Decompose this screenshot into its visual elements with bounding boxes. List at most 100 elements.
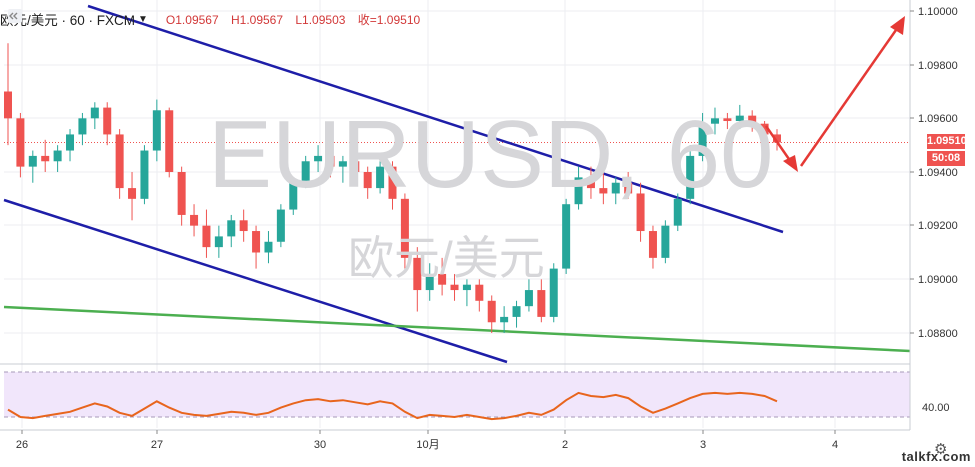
price-tick-label: 1.08800 — [918, 328, 958, 340]
rsi-pane[interactable] — [0, 363, 910, 431]
channel-lower-line[interactable] — [3, 198, 508, 364]
channel-upper-line[interactable] — [87, 4, 784, 234]
candles[interactable] — [4, 43, 781, 333]
candle-body[interactable] — [53, 150, 62, 162]
candle-body[interactable] — [214, 236, 223, 248]
candle-body[interactable] — [264, 241, 273, 253]
time-tick-label: 2 — [562, 439, 568, 451]
trendlines[interactable] — [3, 4, 911, 364]
candle-body[interactable] — [388, 166, 397, 199]
symbol-dropdown-chevron-icon[interactable]: ▼ — [138, 13, 148, 25]
settings-gear-icon[interactable]: ⚙ — [934, 441, 948, 458]
candle-body[interactable] — [90, 107, 99, 119]
down-arrow-shaft — [764, 125, 793, 163]
candle-body[interactable] — [376, 166, 385, 189]
low-value: L1.09503 — [295, 12, 346, 27]
candle-body[interactable] — [276, 209, 285, 242]
candle-body[interactable] — [524, 290, 533, 307]
candle-body[interactable] — [723, 118, 732, 122]
candle-body[interactable] — [673, 198, 682, 226]
candle-body[interactable] — [326, 155, 335, 167]
candle-body[interactable] — [128, 188, 137, 199]
support-line[interactable] — [3, 305, 911, 353]
candle-body[interactable] — [438, 273, 447, 285]
rsi-line[interactable] — [7, 391, 778, 421]
candle-body[interactable] — [773, 134, 781, 143]
candle-body[interactable] — [239, 220, 248, 232]
candle-body[interactable] — [351, 161, 360, 172]
price-tick-label: 1.09200 — [918, 220, 958, 232]
time-axis[interactable]: 26 27 30 10月 2 3 4 — [16, 430, 838, 451]
candle-body[interactable] — [636, 193, 645, 232]
candle-body[interactable] — [450, 284, 459, 291]
candle-body[interactable] — [599, 188, 608, 194]
price-tick-label: 1.09800 — [918, 60, 958, 72]
brand-watermark: talkfx.com — [901, 449, 971, 464]
price-tick-label: 1.10000 — [918, 6, 958, 18]
candle-body[interactable] — [115, 134, 124, 189]
high-value: H1.09567 — [230, 12, 284, 27]
candle-body[interactable] — [462, 284, 471, 291]
candle-body[interactable] — [165, 110, 174, 172]
candle-body[interactable] — [537, 290, 546, 317]
candle-body[interactable] — [710, 118, 719, 124]
symbol-title[interactable]: 欧元/美元 · 60 · FXCM — [0, 13, 136, 28]
candle-body[interactable] — [227, 220, 236, 237]
last-price-tag: 1.09510 — [927, 134, 967, 149]
candle-body[interactable] — [177, 172, 186, 215]
time-tick-label: 4 — [832, 439, 838, 451]
ohlc-values: O1.09567 H1.09567 L1.09503 收=1.09510 — [166, 11, 429, 28]
candle-body[interactable] — [735, 115, 744, 122]
time-tick-label: 3 — [700, 439, 706, 451]
candle-body[interactable] — [611, 182, 620, 194]
candle-body[interactable] — [78, 118, 87, 135]
candle-body[interactable] — [400, 198, 409, 258]
watermark-ticker: EURUSD, 60 — [208, 101, 774, 208]
candle-body[interactable] — [202, 225, 211, 248]
candle-body[interactable] — [686, 155, 695, 199]
candle-body[interactable] — [549, 268, 558, 317]
price-axis[interactable]: 1.10000 1.09800 1.09600 1.09400 1.09200 1.090… — [909, 0, 975, 430]
candle-body[interactable] — [190, 214, 199, 226]
candle-body[interactable] — [487, 300, 496, 323]
candle-body[interactable] — [574, 177, 583, 205]
candle-body[interactable] — [413, 257, 422, 291]
time-tick-label: 30 — [314, 439, 326, 451]
candle-body[interactable] — [648, 231, 657, 258]
candle-body[interactable] — [562, 204, 571, 269]
close-value: 收=1.09510 — [357, 12, 421, 27]
candle-body[interactable] — [4, 91, 12, 119]
price-tick-label: 1.09600 — [918, 113, 958, 125]
watermark-name: 欧元/美元 — [348, 232, 545, 284]
candle-body[interactable] — [425, 273, 434, 291]
candle-body[interactable] — [661, 225, 670, 258]
candle-body[interactable] — [363, 172, 372, 189]
candle-body[interactable] — [314, 155, 323, 162]
candle-body[interactable] — [748, 115, 757, 124]
candle-body[interactable] — [252, 231, 261, 253]
candle-body[interactable] — [103, 107, 112, 135]
candle-body[interactable] — [28, 155, 37, 167]
collapse-chevrons-icon[interactable] — [8, 9, 22, 23]
up-arrow-shaft — [799, 29, 898, 167]
candle-body[interactable] — [475, 284, 484, 301]
candle-body[interactable] — [152, 110, 161, 151]
candle-body[interactable] — [624, 182, 633, 194]
candle-body[interactable] — [698, 123, 707, 156]
candle-body[interactable] — [586, 177, 595, 189]
candle-body[interactable] — [500, 316, 509, 323]
open-value: O1.09567 — [165, 12, 219, 27]
candle-body[interactable] — [338, 161, 347, 167]
candle-body[interactable] — [301, 161, 310, 183]
candle-body[interactable] — [140, 150, 149, 199]
price-tick-label: 1.09400 — [918, 167, 958, 179]
candle-body[interactable] — [512, 306, 521, 317]
candle-body[interactable] — [16, 118, 25, 167]
annotation-arrows — [764, 16, 905, 172]
candle-body[interactable] — [41, 155, 50, 162]
candle-body[interactable] — [66, 134, 75, 151]
candle-body[interactable] — [289, 182, 298, 210]
candle-body[interactable] — [760, 123, 769, 135]
